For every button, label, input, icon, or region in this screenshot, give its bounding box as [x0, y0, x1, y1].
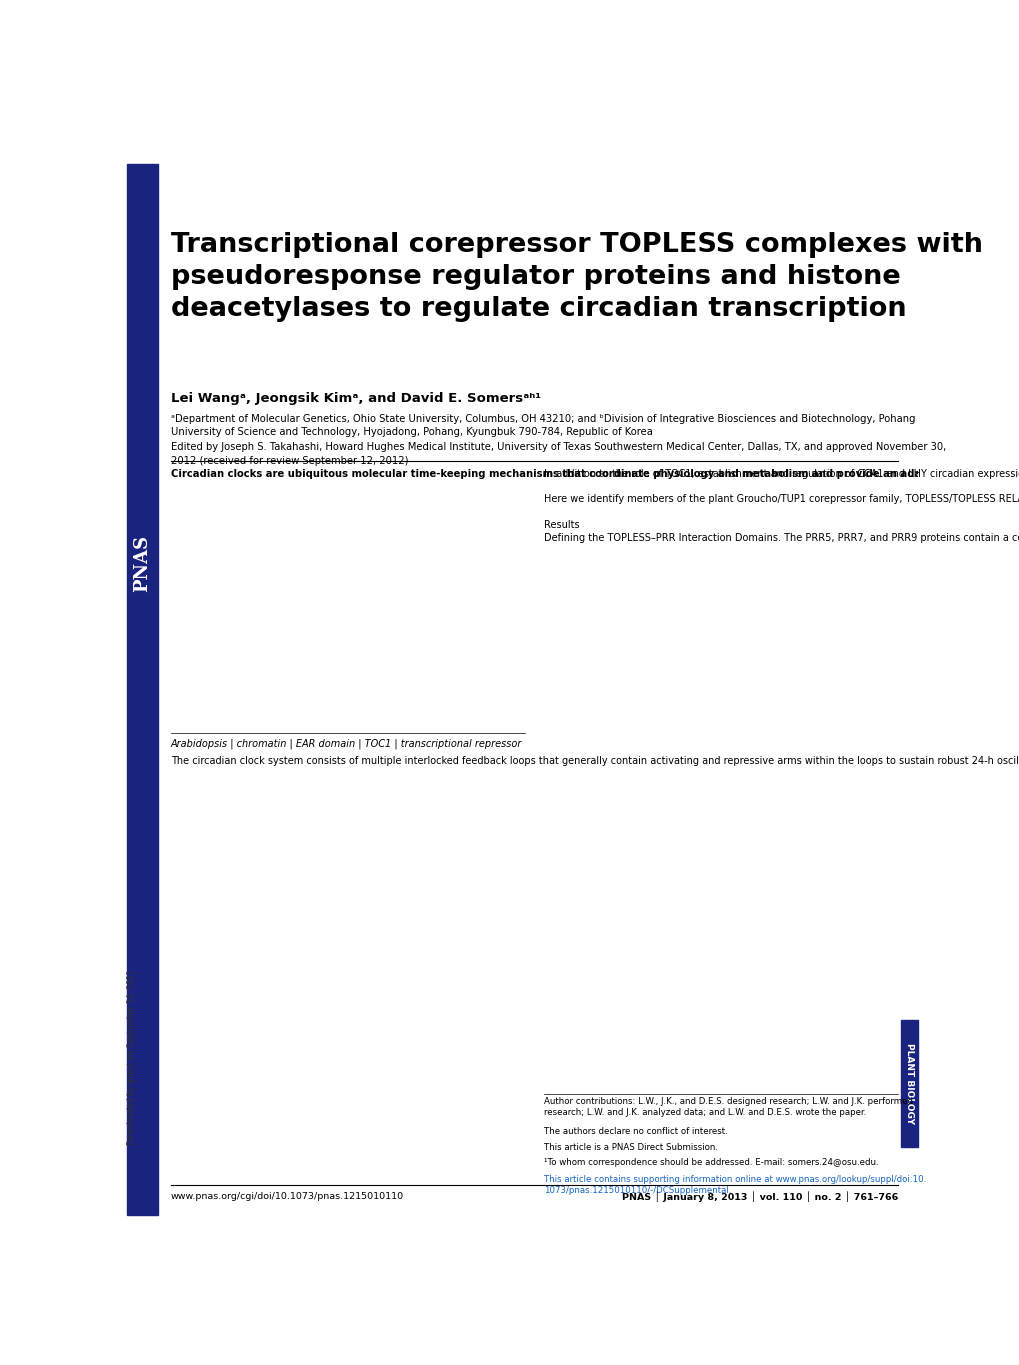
Text: PNAS: PNAS	[133, 535, 152, 592]
Text: This article contains supporting information online at www.pnas.org/lookup/suppl: This article contains supporting informa…	[544, 1175, 926, 1194]
Text: Circadian clocks are ubiquitous molecular time-keeping mechanisms that coordinat: Circadian clocks are ubiquitous molecula…	[171, 468, 1019, 479]
Text: This article is a PNAS Direct Submission.: This article is a PNAS Direct Submission…	[544, 1143, 717, 1152]
Text: Lei Wangᵃ, Jeongsik Kimᵃ, and David E. Somersᵃʰ¹: Lei Wangᵃ, Jeongsik Kimᵃ, and David E. S…	[171, 392, 540, 405]
Text: Transcriptional corepressor TOPLESS complexes with
pseudoresponse regulator prot: Transcriptional corepressor TOPLESS comp…	[171, 232, 982, 322]
Bar	[900, 1021, 917, 1147]
Text: The authors declare no conflict of interest.: The authors declare no conflict of inter…	[544, 1127, 728, 1137]
Text: ᵃDepartment of Molecular Genetics, Ohio State University, Columbus, OH 43210; an: ᵃDepartment of Molecular Genetics, Ohio …	[171, 414, 915, 437]
Text: Arabidopsis | chromatin | EAR domain | TOC1 | transcriptional repressor: Arabidopsis | chromatin | EAR domain | T…	[171, 738, 522, 749]
Text: The circadian clock system consists of multiple interlocked feedback loops that : The circadian clock system consists of m…	[171, 756, 1019, 766]
Text: Edited by Joseph S. Takahashi, Howard Hughes Medical Institute, University of Te: Edited by Joseph S. Takahashi, Howard Hu…	[171, 442, 946, 465]
Text: Downloaded by guest on September 24, 2021: Downloaded by guest on September 24, 202…	[126, 969, 136, 1145]
Text: www.pnas.org/cgi/doi/10.1073/pnas.1215010110: www.pnas.org/cgi/doi/10.1073/pnas.121501…	[171, 1192, 404, 1201]
Bar	[127, 164, 157, 1215]
Text: Author contributions: L.W., J.K., and D.E.S. designed research; L.W. and J.K. pe: Author contributions: L.W., J.K., and D.…	[544, 1097, 913, 1117]
Text: ¹To whom correspondence should be addressed. E-mail: somers.24@osu.edu.: ¹To whom correspondence should be addres…	[544, 1158, 878, 1167]
Text: PLANT BIOLOGY: PLANT BIOLOGY	[904, 1043, 913, 1123]
Text: In addition to the role of TOC1, establishment and regulation of CCA1 and LHY ci: In addition to the role of TOC1, establi…	[544, 468, 1019, 543]
Text: PNAS │ January 8, 2013 │ vol. 110 │ no. 2 │ 761–766: PNAS │ January 8, 2013 │ vol. 110 │ no. …	[622, 1192, 898, 1203]
